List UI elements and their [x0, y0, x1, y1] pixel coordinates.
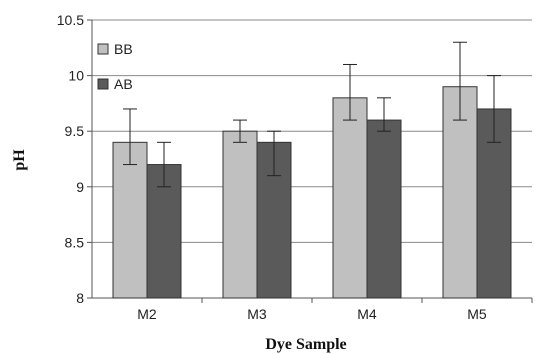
legend-label-bb: BB	[114, 41, 133, 57]
x-tick-label: M3	[247, 306, 267, 322]
error-bars	[123, 41, 501, 188]
y-tick-label: 8.5	[65, 234, 85, 250]
x-axis-title: Dye Sample	[265, 336, 346, 353]
legend: BB AB	[97, 41, 133, 92]
legend-label-ab: AB	[114, 76, 133, 92]
bar-bb-m2	[112, 141, 148, 299]
legend-swatch-bb	[97, 43, 109, 55]
bar-bb-m4	[332, 97, 368, 299]
y-tick-label: 9.5	[65, 123, 85, 139]
y-tick-label: 8	[76, 290, 84, 306]
bar-ab-m5	[476, 108, 512, 299]
y-axis-title: pH	[11, 149, 28, 171]
x-axis-ticks: M2 M3 M4 M5	[137, 298, 533, 322]
bars	[112, 86, 512, 299]
y-axis-ticks: 8 8.5 9 9.5 10 10.5	[57, 12, 92, 306]
x-tick-label: M5	[467, 306, 487, 322]
legend-swatch-ab	[97, 78, 109, 90]
bar-ab-m4	[366, 119, 402, 299]
bar-bb-m3	[222, 130, 258, 299]
x-tick-label: M4	[357, 306, 377, 322]
y-tick-label: 10	[68, 68, 84, 84]
y-tick-label: 9	[76, 179, 84, 195]
x-tick-label: M2	[137, 306, 157, 322]
y-tick-label: 10.5	[57, 12, 84, 28]
